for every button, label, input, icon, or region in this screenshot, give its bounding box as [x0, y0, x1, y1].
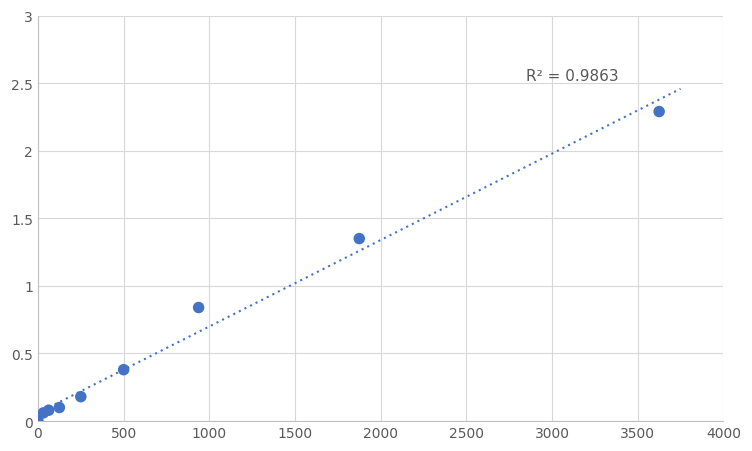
Point: [117, 366, 129, 373]
Point: [74, 393, 86, 400]
Point: [653, 109, 666, 116]
Point: [353, 235, 365, 243]
Text: R² = 0.9863: R² = 0.9863: [526, 69, 619, 84]
Point: [43, 407, 55, 414]
Point: [53, 404, 65, 411]
Point: [32, 418, 44, 425]
Point: [193, 304, 205, 312]
Point: [38, 410, 50, 417]
